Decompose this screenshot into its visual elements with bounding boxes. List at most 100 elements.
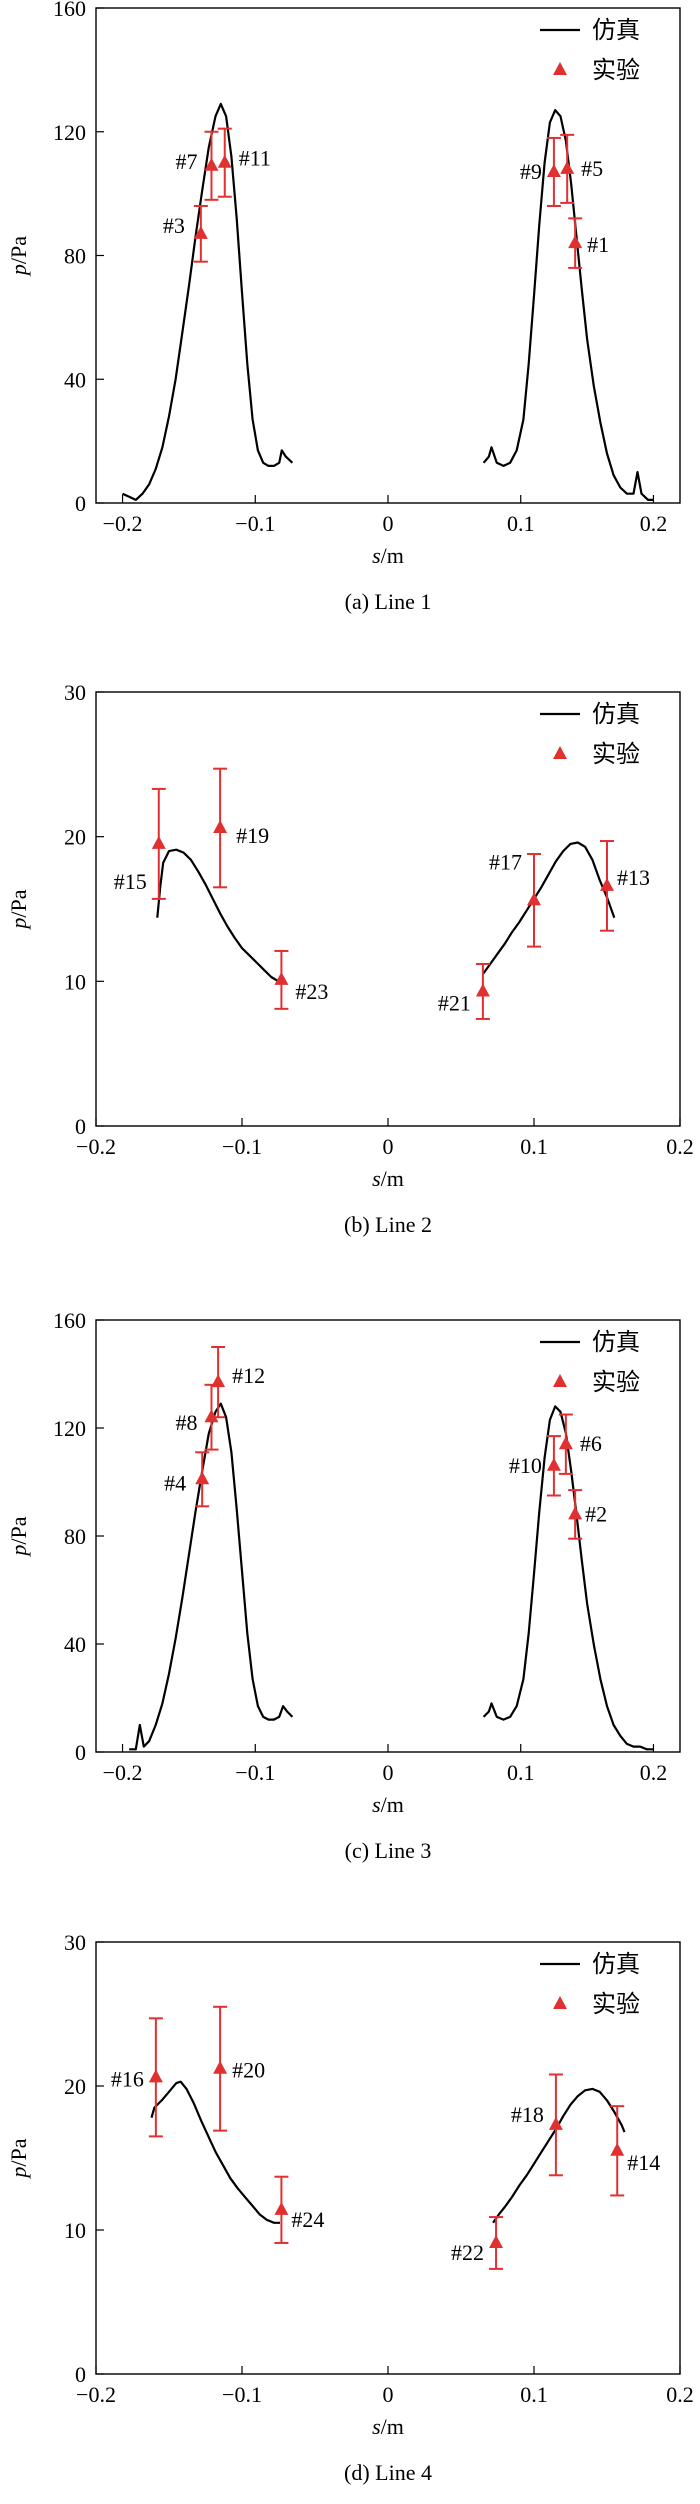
y-tick-label: 40 [64,1632,86,1657]
experiment-point: #16 [111,2017,163,2138]
experiment-point: #19 [213,767,269,889]
experiment-point: #3 [163,205,208,263]
legend-entry-simulation: 仿真 [592,17,640,44]
experiment-point: #7 [175,130,219,201]
x-tick-label: −0.2 [76,1134,116,1159]
experiment-point: #14 [610,2105,660,2197]
triangle-marker [560,160,575,174]
triangle-marker [546,163,561,177]
y-tick-label: 80 [64,244,86,269]
legend-marker-swatch [553,1996,567,2009]
x-tick-label: 0.1 [507,1760,535,1785]
point-label: #12 [232,1363,265,1388]
experiment-point: #4 [164,1451,210,1508]
triangle-marker [204,1409,219,1423]
experiment-point: #2 [568,1489,607,1540]
panel-caption: (d) Line 4 [344,2460,432,2485]
legend-entry-experiment: 实验 [592,1369,640,1396]
point-label: #14 [627,2150,660,2175]
x-tick-label: 0 [383,1134,394,1159]
series-line-simulation [482,841,616,975]
point-label: #23 [295,979,328,1004]
y-axis-label: p/Pa [6,889,31,930]
triangle-marker [548,2116,563,2130]
experiment-point: #17 [489,849,541,948]
y-tick-label: 120 [53,1416,86,1441]
point-label: #3 [163,213,185,238]
triangle-marker [148,2069,163,2083]
series-line-simulation [482,109,654,501]
legend-entry-simulation: 仿真 [592,1329,640,1356]
point-label: #2 [585,1501,607,1526]
x-axis-label: s/m [372,543,404,568]
y-tick-label: 0 [75,1114,86,1139]
experiment-point: #11 [217,127,271,198]
series-line-simulation [150,2080,280,2224]
y-tick-label: 80 [64,1524,86,1549]
y-axis-label: p/Pa [6,2138,31,2179]
y-tick-label: 160 [53,1308,86,1333]
experiment-point: #9 [520,136,561,207]
triangle-marker [195,1471,210,1485]
experiment-point: #22 [451,2216,504,2270]
point-label: #5 [581,156,603,181]
point-label: #11 [239,146,271,171]
x-tick-label: 0.1 [520,1134,548,1159]
series-line-simulation [129,1402,294,1751]
point-label: #22 [451,2240,484,2265]
point-label: #15 [114,869,147,894]
x-tick-label: −0.2 [103,1760,143,1785]
experiment-point: #18 [511,2073,563,2177]
point-label: #6 [580,1431,602,1456]
x-tick-label: 0.2 [640,1760,668,1785]
experiment-point: #5 [560,133,603,204]
y-tick-label: 20 [64,825,86,850]
experiment-point: #21 [438,962,490,1020]
y-tick-label: 0 [75,1740,86,1765]
x-axis-label: s/m [372,2414,404,2439]
x-tick-label: −0.1 [222,1134,262,1159]
y-tick-label: 30 [64,1930,86,1955]
point-label: #7 [175,149,197,174]
point-label: #10 [509,1453,542,1478]
point-label: #20 [232,2058,265,2083]
point-label: #16 [111,2066,144,2091]
legend-marker-swatch [553,746,567,759]
y-tick-label: 120 [53,120,86,145]
x-tick-label: −0.1 [222,2382,262,2407]
y-axis-label: p/Pa [6,236,31,277]
x-tick-label: 0 [383,1760,394,1785]
y-tick-label: 160 [53,0,86,21]
y-tick-label: 30 [64,680,86,705]
triangle-marker [568,235,583,249]
triangle-marker [193,225,208,239]
x-tick-label: 0.1 [520,2382,548,2407]
y-axis-label: p/Pa [6,1516,31,1557]
chart-panel-line1: −0.2 −0.1 0 0.1 0.2 0 40 80 120 160 s/m p/Pa #3 #7 #11… [6,0,681,614]
x-tick-label: 0 [383,2382,394,2407]
triangle-marker [475,983,490,997]
y-tick-label: 20 [64,2074,86,2099]
triangle-marker [211,1374,226,1388]
experiment-point: #13 [600,840,650,932]
x-tick-label: 0.2 [666,2382,694,2407]
series-line-simulation [492,2087,626,2224]
x-tick-label: 0.2 [666,1134,694,1159]
x-tick-label: 0 [383,511,394,536]
y-tick-label: 40 [64,367,86,392]
y-tick-label: 10 [64,969,86,994]
triangle-marker [546,1457,561,1471]
triangle-marker [527,892,541,906]
chart-panel-line2: −0.2 −0.1 0 0.1 0.2 0 10 20 30 s/m p/Pa #15 #19 #23 #2… [6,680,694,1237]
legend-entry-simulation: 仿真 [592,701,640,728]
x-axis-label: s/m [372,1166,404,1191]
legend-marker-swatch [553,62,567,75]
y-tick-label: 0 [75,2362,86,2387]
triangle-marker [558,1436,573,1450]
x-axis-label: s/m [372,1792,404,1817]
triangle-marker [151,835,166,849]
point-label: #18 [511,2102,544,2127]
point-label: #19 [236,823,269,848]
